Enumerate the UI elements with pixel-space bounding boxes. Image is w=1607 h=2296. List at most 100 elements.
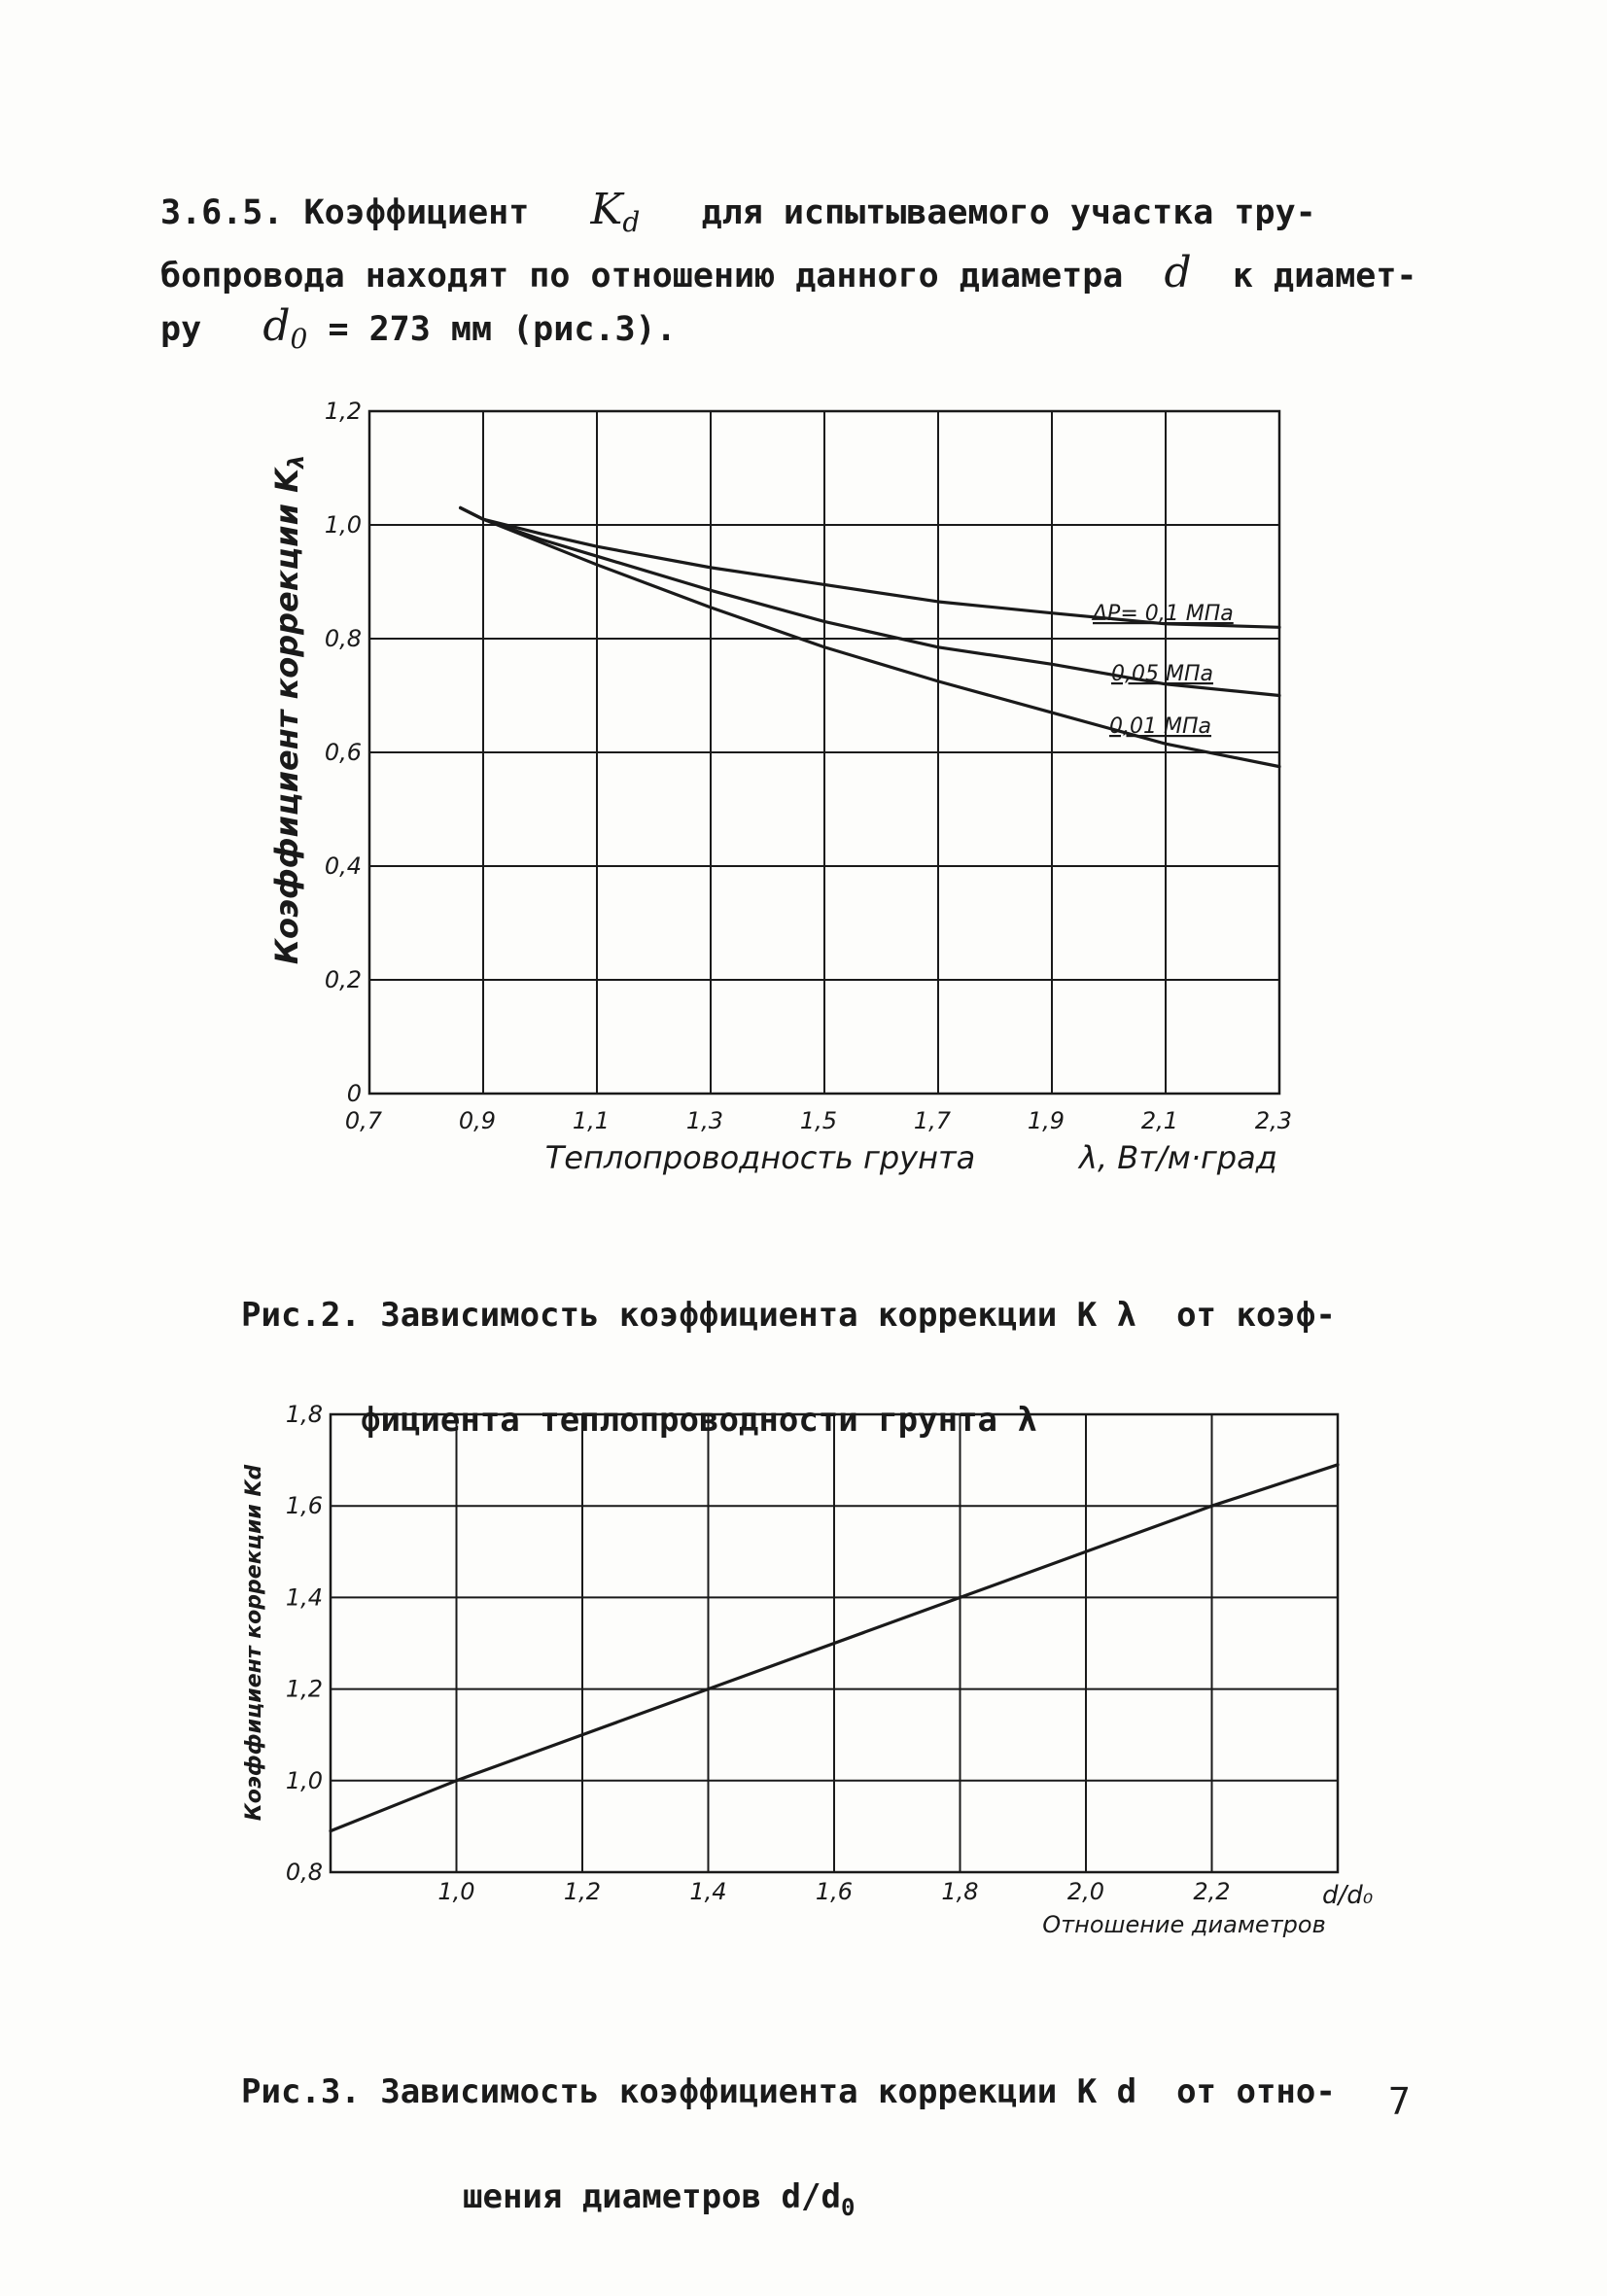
series-label: ΔP= 0,1 МПа <box>1091 602 1234 626</box>
x-tick-label: 1,0 <box>437 1878 474 1905</box>
paragraph-text: к диамет- <box>1232 257 1417 296</box>
x-tick-label: 0,7 <box>345 1107 383 1134</box>
data-point <box>595 563 599 567</box>
symbol-k: K <box>590 185 623 234</box>
data-point <box>595 554 599 558</box>
data-point <box>709 606 713 609</box>
y-tick-label: 0,8 <box>286 1859 323 1886</box>
data-point <box>822 645 826 649</box>
y-tick-label: 1,6 <box>286 1492 323 1519</box>
figure3-caption: Рис.3. Зависимость коэффициента коррекци… <box>241 2004 1336 2295</box>
data-point <box>936 600 940 604</box>
data-point <box>595 544 599 548</box>
figure3-caption-line-1: Рис.3. Зависимость коэффициента коррекци… <box>241 2072 1336 2111</box>
y-tick-label: 1,4 <box>286 1583 323 1611</box>
data-point <box>1277 765 1281 769</box>
series-line <box>329 1463 1340 1833</box>
figure2-caption-line-1: Рис.2. Зависимость коэффициента коррекци… <box>241 1296 1336 1335</box>
symbol-d0: d0 <box>262 301 307 355</box>
data-point <box>822 620 826 623</box>
chart-kd: 1,0 1,2 1,4 1,6 1,8 2,0 2,2 0,8 1,0 1,2 1,4 1,6 1,8 К… <box>242 1401 1374 1938</box>
series-line <box>459 505 1281 769</box>
y-tick-label: 0,2 <box>325 966 362 993</box>
y-tick-label: 0,4 <box>325 852 362 880</box>
x-tick-label: 2,3 <box>1255 1107 1292 1134</box>
data-point <box>709 588 713 592</box>
data-point <box>1164 742 1168 746</box>
y-axis-label: Коэффициент коррекции Kd <box>242 1465 266 1822</box>
y-tick-label: 1,8 <box>286 1401 323 1428</box>
figure3-caption-line-2-text: шения диаметров d/d <box>463 2177 841 2216</box>
series-line <box>459 505 1281 629</box>
data-point <box>455 1779 458 1783</box>
x-tick-label: 1,8 <box>941 1878 978 1905</box>
y-tick-label: 1,0 <box>286 1767 323 1794</box>
paragraph-text: Коэффициент <box>303 193 530 232</box>
y-tick-label: 0,8 <box>325 625 362 652</box>
data-point <box>1050 611 1054 615</box>
paragraph-text: для испытываемого участка тру- <box>701 193 1316 232</box>
series-label: 0,05 МПа <box>1111 662 1213 686</box>
x-tick-label: 1,1 <box>573 1107 610 1134</box>
symbol-k-d: Kd <box>590 185 641 238</box>
paragraph-line-3: ру d0 = 273 мм (рис.3). <box>160 301 1424 365</box>
y-tick-label: 1,2 <box>286 1676 323 1703</box>
y-tick-label: 0,6 <box>325 739 362 766</box>
paragraph-3-6-5: 3.6.5. Коэффициент Kd для испытываемого … <box>160 185 1424 365</box>
data-point <box>329 1829 332 1833</box>
y-axis-label: Коэффициент коррекции Kλ <box>268 455 309 964</box>
x-axis-label: Теплопроводность грунта <box>545 1139 976 1176</box>
figure2-caption-line-2: фициента теплопроводности грунта λ <box>361 1401 1037 1440</box>
x-tick-label: 1,9 <box>1028 1107 1065 1134</box>
paragraph-text: ру <box>160 310 202 349</box>
paragraph-line-2: бопровода находят по отношению данного д… <box>160 248 1424 301</box>
x-tick-label: 2,1 <box>1141 1107 1178 1134</box>
data-point <box>481 517 485 521</box>
x-axis-unit: λ, Вт/м·град <box>1077 1139 1277 1176</box>
data-point <box>822 583 826 586</box>
figure3-caption-line-2-subscript: 0 <box>840 2194 856 2221</box>
symbol-d0-subscript: 0 <box>290 323 308 355</box>
paragraph-text: = 273 мм (рис.3). <box>328 310 677 349</box>
y-tick-label: 1,0 <box>325 511 362 539</box>
figure3-caption-line-2: шения диаметров d/d0 <box>241 2179 1336 2225</box>
data-point <box>936 679 940 683</box>
x-tick-label: 2,0 <box>1067 1878 1104 1905</box>
y-tick-label: 0 <box>347 1080 362 1107</box>
data-point <box>1336 1463 1340 1467</box>
x-tick-label: 1,7 <box>914 1107 952 1134</box>
page-number: 7 <box>1388 2080 1411 2123</box>
y-axis-label-subscript: λ <box>284 455 309 470</box>
data-point <box>709 566 713 570</box>
x-axis-unit: d/d₀ <box>1322 1881 1374 1910</box>
data-point <box>539 532 541 536</box>
figure2-caption: Рис.2. Зависимость коэффициента коррекци… <box>241 1228 1336 1508</box>
x-tick-label: 1,2 <box>564 1878 601 1905</box>
x-tick-label: 1,5 <box>800 1107 837 1134</box>
data-point <box>1050 662 1054 666</box>
x-tick-label: 1,4 <box>689 1878 726 1905</box>
x-tick-label: 1,3 <box>686 1107 723 1134</box>
paragraph-line-1: 3.6.5. Коэффициент Kd для испытываемого … <box>160 185 1424 248</box>
symbol-d: d <box>1164 248 1192 297</box>
data-point <box>1277 694 1281 697</box>
data-point <box>936 645 940 649</box>
chart-k-lambda: 0,7 0,9 1,1 1,3 1,5 1,7 1,9 2,1 2,3 0 0,2 0,4 0,6 0,8… <box>268 398 1292 1176</box>
data-point <box>1164 682 1168 686</box>
symbol-k-subscript: d <box>622 206 641 238</box>
paragraph-number: 3.6.5. <box>160 193 284 232</box>
x-axis-label: Отношение диаметров <box>1042 1911 1325 1938</box>
series-label: 0,01 МПа <box>1109 714 1211 739</box>
data-point <box>459 506 462 509</box>
data-point <box>1277 625 1281 629</box>
x-tick-label: 0,9 <box>459 1107 496 1134</box>
y-tick-label: 1,2 <box>325 398 362 425</box>
symbol-d0-main: d <box>262 301 291 351</box>
x-tick-label: 2,2 <box>1193 1878 1230 1905</box>
data-point <box>1050 711 1054 714</box>
paragraph-text: бопровода находят по отношению данного д… <box>160 257 1124 296</box>
data-point <box>1164 622 1168 626</box>
data-point <box>1210 1504 1213 1508</box>
data-point <box>539 540 541 543</box>
